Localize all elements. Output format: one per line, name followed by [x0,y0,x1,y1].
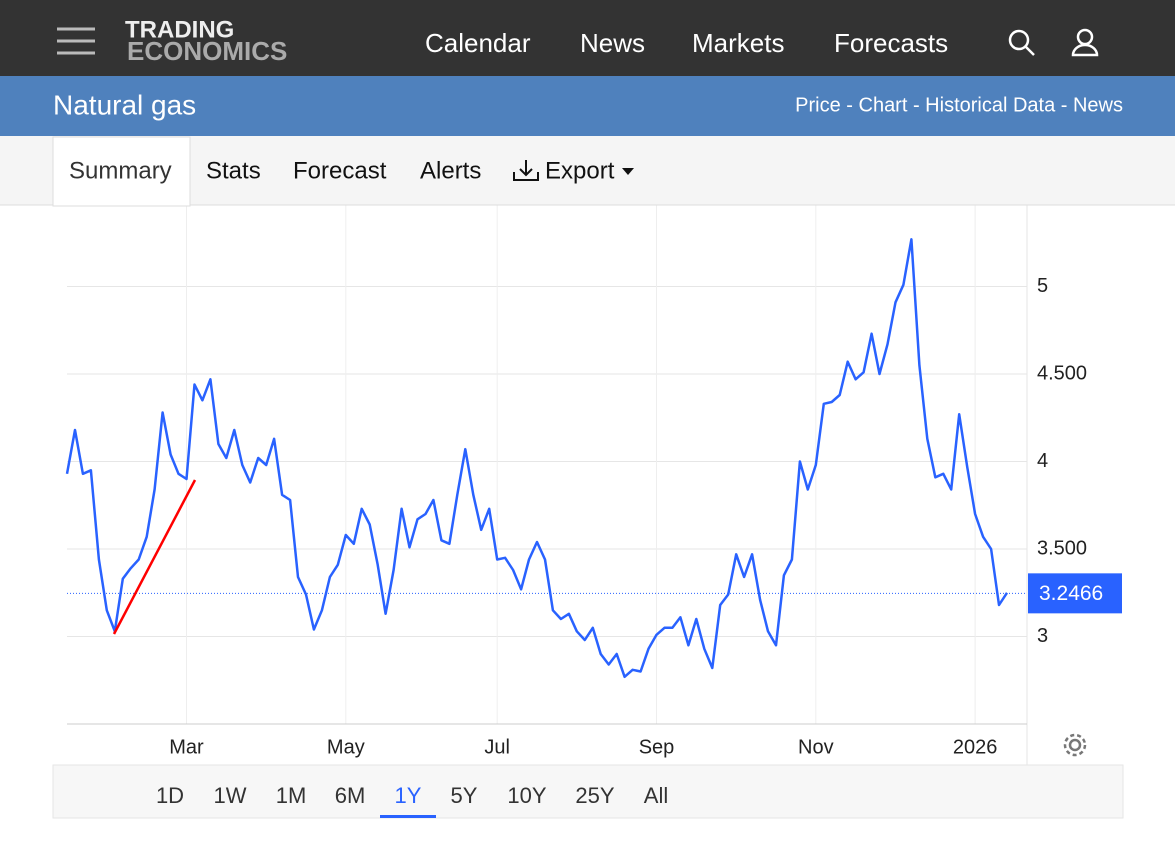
x-tick-label: May [327,736,365,758]
x-tick-label: Sep [639,736,675,758]
y-tick-label: 3.500 [1037,537,1087,559]
logo-bottom[interactable]: ECONOMICS [127,36,287,66]
tab[interactable]: Forecast [293,157,387,184]
chart-area [53,205,1123,765]
y-tick-label: 4.500 [1037,362,1087,384]
tabs-bar [0,136,1175,205]
user-icon[interactable] [1071,28,1099,57]
tab[interactable]: Summary [69,157,172,184]
x-tick-label: 2026 [953,736,998,758]
last-value-box [1028,573,1122,614]
nav-bar [0,0,1175,76]
menu-icon[interactable] [57,27,95,55]
export-icon[interactable] [513,160,539,181]
nav-link[interactable]: Markets [692,28,784,58]
range-underline [380,815,436,818]
header-links[interactable]: Price - Chart - Historical Data - News [795,94,1123,116]
y-tick-label: 3 [1037,625,1048,647]
range-bar [52,764,1124,819]
range-button[interactable]: 1W [214,783,247,808]
nav-link[interactable]: Forecasts [834,28,948,58]
range-button[interactable]: 1M [276,783,307,808]
tab[interactable]: Export [545,157,615,184]
y-tick-label: 5.500 [1037,187,1087,209]
range-button[interactable]: All [644,783,668,808]
range-button[interactable]: 5Y [451,783,478,808]
y-tick-label: 5 [1037,275,1048,297]
logo-top[interactable]: TRADING [125,16,234,43]
chart: 3 3.500 4 4.500 5 5.500 [65,187,1087,724]
nav-link[interactable]: News [580,28,645,58]
x-tick-label: Nov [798,736,834,758]
range-button[interactable]: 25Y [575,783,614,808]
trend-line [112,479,197,635]
dropdown-caret[interactable] [622,168,634,175]
last-value-label: 3.2466 [1039,582,1103,605]
search-icon[interactable] [1008,29,1035,56]
nav-link[interactable]: Calendar [425,28,531,58]
page-title: Natural gas [53,89,196,120]
range-button[interactable]: 1Y [395,783,422,808]
price-line [65,238,1009,679]
x-tick-label: Mar [169,736,204,758]
range-button[interactable]: 10Y [507,783,546,808]
settings-icon[interactable] [1063,733,1087,757]
tab[interactable]: Alerts [420,157,481,184]
x-tick-label: Jul [484,736,510,758]
header-bar [0,76,1175,136]
tab[interactable]: Stats [206,157,261,184]
active-tab [52,136,191,207]
y-tick-label: 4 [1037,450,1048,472]
range-button[interactable]: 1D [156,783,184,808]
range-buttons: 1D 1W 1M 6M 1Y 5Y 10Y 25Y All [156,783,668,818]
range-button[interactable]: 6M [335,783,366,808]
